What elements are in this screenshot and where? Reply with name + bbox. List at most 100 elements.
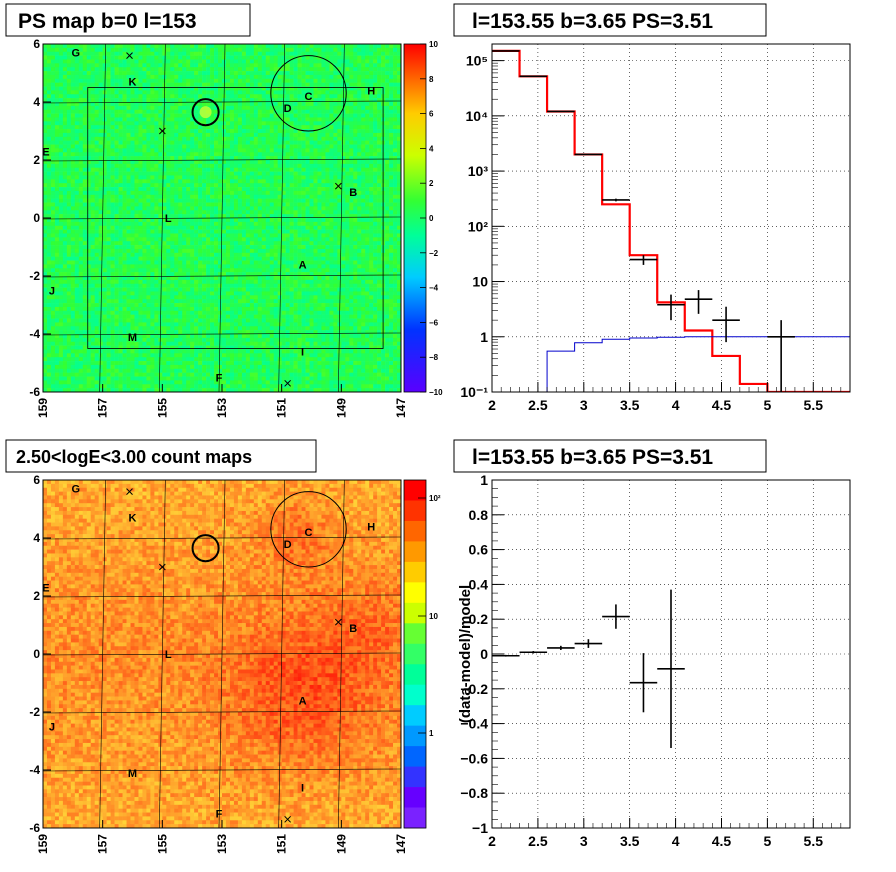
ps-map-cell [74, 187, 80, 192]
ps-map-cell [54, 260, 60, 265]
ps-map-cell [54, 229, 60, 234]
ps-map-cell [253, 252, 259, 257]
ps-map-cell [182, 388, 187, 392]
ps-map-cell [118, 260, 123, 265]
ps-map-cell [90, 334, 96, 339]
ps-map-cell [233, 94, 239, 99]
ps-map-cell [122, 283, 127, 288]
ps-map-cell [170, 326, 175, 331]
ps-map-cell [218, 264, 223, 269]
ps-map-cell [118, 59, 123, 64]
ps-map-cell [114, 190, 119, 196]
ps-map-cell [162, 129, 167, 134]
ps-map-cell [118, 105, 123, 111]
ps-map-cell [90, 225, 96, 230]
ps-map-cell [58, 272, 64, 277]
ps-map-cell [82, 94, 88, 99]
ps-map-cell [134, 132, 139, 138]
ps-map-cell [66, 140, 72, 145]
ps-map-cell [186, 364, 191, 370]
ps-map-cell [182, 264, 187, 269]
ps-map-cell [94, 256, 99, 261]
ps-map-cell [138, 349, 143, 354]
ps-map-cell [178, 283, 183, 288]
ps-map-cell [114, 368, 119, 373]
ps-map-cell [114, 82, 119, 87]
ps-map-cell [245, 256, 251, 261]
ps-map-cell [94, 129, 99, 134]
ps-map-cell [150, 109, 155, 114]
ps-map-cell [237, 125, 243, 130]
ps-map-cell [43, 47, 48, 53]
ps-map-cell [106, 248, 111, 254]
ps-map-cell [194, 171, 199, 176]
ps-map-cell [86, 125, 92, 130]
ps-map-cell [46, 372, 52, 377]
ps-map-cell [154, 287, 159, 292]
ps-map-cell [253, 47, 259, 53]
ps-map-cell [142, 229, 147, 234]
ps-map-cell [174, 190, 179, 196]
ps-map-cell [66, 67, 72, 72]
ps-map-cell [43, 252, 48, 257]
ps-map-cell [110, 245, 115, 250]
ps-map-cell [70, 218, 76, 223]
ps-map-cell [82, 245, 88, 250]
ps-map-cell [190, 167, 195, 172]
ps-map-cell [174, 376, 179, 381]
ps-map-cell [74, 90, 80, 95]
ps-map-cell [70, 349, 76, 354]
ps-map-cell [122, 78, 127, 83]
ps-map-cell [74, 78, 80, 83]
ps-map-cell [190, 47, 195, 53]
ps-map-cell [253, 260, 259, 265]
ps-map-cell [130, 74, 135, 80]
ps-map-cell [202, 353, 207, 358]
ps-map-cell [186, 368, 191, 373]
ps-map-cell [229, 171, 235, 176]
ps-map-cell [214, 198, 219, 203]
ps-map-cell [202, 345, 207, 350]
ps-map-cell [74, 326, 80, 331]
ps-map-cell [233, 341, 239, 346]
ps-map-cell [178, 78, 183, 83]
ps-map-cell [90, 59, 96, 64]
ps-map-cell [134, 318, 139, 323]
ps-map-cell [229, 341, 235, 346]
ps-map-cell [229, 384, 235, 389]
ps-map-cell [158, 264, 163, 269]
ps-map-cell [70, 171, 76, 176]
ps-map-cell [142, 171, 147, 176]
ps-map-cell [74, 260, 80, 265]
ps-map-cell [78, 272, 84, 277]
ps-map-cell [174, 380, 179, 385]
ps-map-cell [46, 260, 52, 265]
ps-map-cell [50, 256, 56, 261]
ps-map-cell [138, 113, 143, 118]
ps-map-cell [150, 129, 155, 134]
ps-map-cell [46, 334, 52, 339]
ps-map-cell [118, 357, 123, 362]
ps-map-cell [82, 310, 88, 315]
ps-map-cell [134, 279, 139, 285]
ps-map-cell [170, 94, 175, 99]
ps-map-cell [245, 171, 251, 176]
ps-map-cell [78, 160, 84, 165]
ps-map-cell [178, 388, 183, 392]
ps-map-cell [142, 102, 147, 107]
ps-map-cell [190, 330, 195, 335]
ps-map-cell [162, 194, 167, 199]
ps-map-cell [261, 136, 267, 141]
ps-map-cell [86, 276, 92, 281]
ps-map-cell [194, 376, 199, 381]
ps-map-cell [182, 55, 187, 60]
ps-map-cell [150, 380, 155, 385]
ps-map-cell [54, 136, 60, 141]
ps-map-cell [237, 233, 243, 238]
ps-map-cell [257, 368, 263, 373]
ps-map-cell [106, 44, 111, 49]
ps-map-cell [74, 190, 80, 196]
ps-map-cell [70, 260, 76, 265]
ps-map-cell [46, 237, 52, 242]
ps-map-cell [102, 47, 107, 53]
